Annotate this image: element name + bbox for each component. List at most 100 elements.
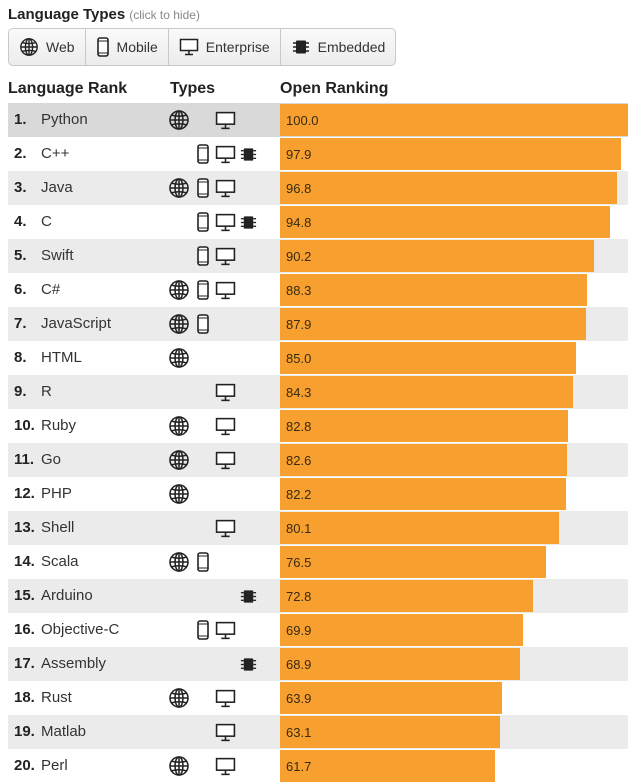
column-header-ranking[interactable]: Open Ranking (280, 80, 389, 97)
language-name[interactable]: Swift (41, 247, 74, 264)
language-name[interactable]: JavaScript (41, 315, 112, 332)
type-icons (168, 177, 268, 199)
table-row[interactable]: 6. C# 88.3 (8, 273, 628, 307)
mobile-icon (192, 313, 214, 335)
language-name[interactable]: Matlab (41, 723, 87, 740)
ranking-bar-cell: 82.8 (280, 410, 628, 442)
language-name[interactable]: Perl (41, 757, 68, 774)
language-name[interactable]: PHP (41, 485, 72, 502)
type-icons (168, 279, 268, 301)
ranking-bar (280, 342, 576, 374)
table-row[interactable]: 1. Python 100.0 (8, 103, 628, 137)
language-name[interactable]: Ruby (41, 417, 77, 434)
table-row[interactable]: 12. PHP 82.2 (8, 477, 628, 511)
table-row[interactable]: 8. HTML 85.0 (8, 341, 628, 375)
ranking-bar-cell: 80.1 (280, 512, 628, 544)
type-icons (168, 755, 268, 777)
ranking-bar (280, 512, 559, 544)
monitor-icon (214, 755, 236, 777)
column-header-types[interactable]: Types (170, 80, 216, 97)
column-header-rank[interactable]: Language Rank (8, 80, 128, 97)
language-name[interactable]: Scala (41, 553, 79, 570)
mobile-icon (192, 619, 214, 641)
language-name[interactable]: R (41, 383, 52, 400)
table-row[interactable]: 15. Arduino 72.8 (8, 579, 628, 613)
type-icons (168, 449, 268, 471)
click-to-hide-hint[interactable]: (click to hide) (129, 8, 200, 22)
table-row[interactable]: 17. Assembly 68.9 (8, 647, 628, 681)
globe-icon (168, 483, 190, 505)
mobile-icon (96, 37, 110, 57)
rank-number: 10. (14, 417, 35, 434)
rank-number: 17. (14, 655, 35, 672)
globe-icon (19, 37, 39, 57)
table-row[interactable]: 16. Objective-C 69.9 (8, 613, 628, 647)
language-name[interactable]: Rust (41, 689, 72, 706)
table-row[interactable]: 9. R 84.3 (8, 375, 628, 409)
language-name[interactable]: C (41, 213, 52, 230)
language-name[interactable]: C++ (41, 145, 70, 162)
monitor-icon (214, 687, 236, 709)
type-icons (168, 687, 268, 709)
type-icons (168, 653, 268, 675)
ranking-bar (280, 682, 503, 714)
table-row[interactable]: 2. C++ 97.9 (8, 137, 628, 171)
monitor-icon (214, 619, 236, 641)
globe-icon (168, 551, 190, 573)
table-row[interactable]: 13. Shell 80.1 (8, 511, 628, 545)
ranking-value: 68.9 (286, 657, 312, 672)
language-name[interactable]: C# (41, 281, 61, 298)
table-row[interactable]: 20. Perl 61.7 (8, 749, 628, 783)
ranking-bar (280, 580, 534, 612)
language-name[interactable]: Go (41, 451, 62, 468)
table-row[interactable]: 14. Scala 76.5 (8, 545, 628, 579)
language-name[interactable]: Shell (41, 519, 75, 536)
ranking-bar-cell: 100.0 (280, 104, 628, 136)
table-row[interactable]: 5. Swift 90.2 (8, 239, 628, 273)
table-row[interactable]: 19. Matlab 63.1 (8, 715, 628, 749)
language-name[interactable]: Python (41, 111, 88, 128)
rank-number: 8. (14, 349, 27, 366)
ranking-value: 100.0 (286, 113, 319, 128)
table-row[interactable]: 3. Java 96.8 (8, 171, 628, 205)
ranking-bar-cell: 87.9 (280, 308, 628, 340)
ranking-value: 87.9 (286, 317, 312, 332)
ranking-bar-cell: 72.8 (280, 580, 628, 612)
filter-embedded-button[interactable]: Embedded (281, 29, 396, 65)
filter-embedded-label: Embedded (317, 39, 386, 55)
rank-number: 15. (14, 587, 35, 604)
ranking-bar-cell: 61.7 (280, 750, 628, 782)
ranking-bar-cell: 69.9 (280, 614, 628, 646)
rank-number: 16. (14, 621, 35, 638)
type-icons (168, 381, 268, 403)
table-row[interactable]: 10. Ruby 82.8 (8, 409, 628, 443)
table-row[interactable]: 7. JavaScript 87.9 (8, 307, 628, 341)
ranking-bar (280, 444, 568, 476)
language-types-heading[interactable]: Language Types (click to hide) (8, 6, 200, 23)
table-row[interactable]: 18. Rust 63.9 (8, 681, 628, 715)
mobile-icon (192, 143, 214, 165)
language-name[interactable]: Arduino (41, 587, 93, 604)
ranking-value: 88.3 (286, 283, 312, 298)
language-name[interactable]: HTML (41, 349, 82, 366)
type-filter-bar: Web Mobile Enterprise Embedded (8, 28, 397, 66)
ranking-value: 85.0 (286, 351, 312, 366)
monitor-icon (214, 143, 236, 165)
table-row[interactable]: 4. C 94.8 (8, 205, 628, 239)
table-row[interactable]: 11. Go 82.6 (8, 443, 628, 477)
ranking-value: 76.5 (286, 555, 312, 570)
type-icons (168, 211, 268, 233)
language-name[interactable]: Objective-C (41, 621, 120, 638)
monitor-icon (214, 381, 236, 403)
ranking-bar-cell: 90.2 (280, 240, 628, 272)
filter-web-button[interactable]: Web (9, 29, 86, 65)
type-icons (168, 721, 268, 743)
language-name[interactable]: Assembly (41, 655, 107, 672)
filter-enterprise-button[interactable]: Enterprise (169, 29, 281, 65)
ranking-bar (280, 648, 520, 680)
globe-icon (168, 755, 190, 777)
filter-mobile-button[interactable]: Mobile (86, 29, 169, 65)
language-name[interactable]: Java (41, 179, 73, 196)
monitor-icon (214, 449, 236, 471)
type-icons (168, 415, 268, 437)
